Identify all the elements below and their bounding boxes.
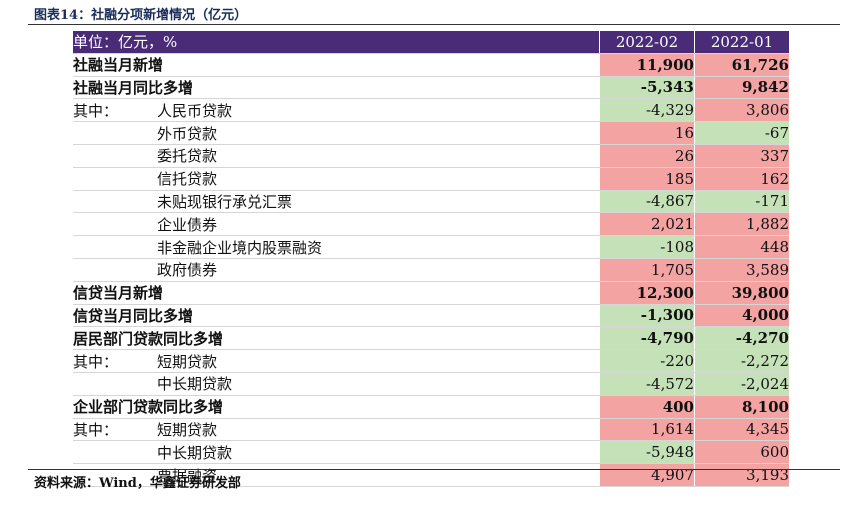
- value-cell: 448: [694, 235, 789, 259]
- row-label: 中长期贷款: [155, 440, 600, 465]
- value-cell: 4,907: [599, 463, 695, 487]
- value-cell: 26: [599, 144, 695, 168]
- table-row: 信托贷款 185 162: [73, 167, 789, 191]
- value-cell: -1,300: [599, 304, 695, 328]
- value-cell: -4,790: [599, 326, 695, 351]
- value-cell: 61,726: [694, 53, 789, 77]
- value-cell: 4,000: [694, 304, 789, 328]
- row-label: 社融当月同比多增: [73, 76, 600, 100]
- value-cell: 185: [599, 167, 695, 191]
- value-cell: 3,193: [694, 463, 789, 487]
- value-cell: 3,589: [694, 258, 789, 282]
- row-prefix: [73, 144, 155, 168]
- value-cell: 8,100: [694, 395, 789, 419]
- data-table: 单位：亿元，% 2022-02 2022-01 社融当月新增 11,900 61…: [73, 31, 789, 487]
- header-col-2022-01: 2022-01: [694, 31, 789, 54]
- row-prefix: [73, 121, 155, 145]
- value-cell: 4,345: [694, 418, 789, 442]
- row-prefix: [73, 212, 155, 237]
- table-row: 企业债券 2,021 1,882: [73, 212, 789, 237]
- value-cell: 1,882: [694, 212, 789, 237]
- table-row: 其中： 人民币贷款 -4,329 3,806: [73, 98, 789, 123]
- row-prefix: 其中：: [73, 98, 155, 123]
- table-row: 政府债券 1,705 3,589: [73, 258, 789, 282]
- bottom-rule: [28, 469, 840, 470]
- value-cell: -108: [599, 235, 695, 259]
- table-row: 企业部门贷款同比多增 400 8,100: [73, 395, 789, 419]
- table-row: 社融当月新增 11,900 61,726: [73, 53, 789, 77]
- row-prefix: 其中：: [73, 418, 155, 442]
- row-prefix: [73, 440, 155, 465]
- row-prefix: [73, 372, 155, 396]
- value-cell: -4,270: [694, 326, 789, 351]
- figure-title: 图表14：社融分项新增情况（亿元）: [34, 8, 248, 23]
- value-cell: -67: [694, 121, 789, 145]
- value-cell: -2,272: [694, 349, 789, 373]
- value-cell: -4,867: [599, 190, 695, 214]
- value-cell: 9,842: [694, 76, 789, 100]
- row-label: 社融当月新增: [73, 53, 600, 77]
- value-cell: -220: [599, 349, 695, 373]
- value-cell: 400: [599, 395, 695, 419]
- table-row: 中长期贷款 -5,948 600: [73, 440, 789, 465]
- table-row: 信贷当月新增 12,300 39,800: [73, 281, 789, 305]
- row-prefix: [73, 258, 155, 282]
- row-label: 短期贷款: [155, 418, 600, 442]
- table-row: 居民部门贷款同比多增 -4,790 -4,270: [73, 326, 789, 351]
- row-label: 信贷当月新增: [73, 281, 600, 305]
- row-label: 信贷当月同比多增: [73, 304, 600, 328]
- row-label: 企业部门贷款同比多增: [73, 395, 600, 419]
- row-prefix: [73, 190, 155, 214]
- row-label: 人民币贷款: [155, 98, 600, 123]
- row-label: 短期贷款: [155, 349, 600, 373]
- value-cell: 2,021: [599, 212, 695, 237]
- value-cell: 12,300: [599, 281, 695, 305]
- header-col-2022-02: 2022-02: [599, 31, 695, 54]
- row-label: 委托贷款: [155, 144, 600, 168]
- table-row: 社融当月同比多增 -5,343 9,842: [73, 76, 789, 100]
- row-label: 信托贷款: [155, 167, 600, 191]
- value-cell: 600: [694, 440, 789, 465]
- value-cell: 162: [694, 167, 789, 191]
- table-row: 非金融企业境内股票融资 -108 448: [73, 235, 789, 259]
- value-cell: -171: [694, 190, 789, 214]
- table-row: 中长期贷款 -4,572 -2,024: [73, 372, 789, 396]
- row-label: 外币贷款: [155, 121, 600, 145]
- row-prefix: 其中：: [73, 349, 155, 373]
- source-note: 资料来源：Wind，华鑫证券研发部: [34, 476, 241, 491]
- row-label: 政府债券: [155, 258, 600, 282]
- table-row: 委托贷款 26 337: [73, 144, 789, 168]
- table-row: 信贷当月同比多增 -1,300 4,000: [73, 304, 789, 328]
- value-cell: 1,614: [599, 418, 695, 442]
- value-cell: 16: [599, 121, 695, 145]
- table-row: 未贴现银行承兑汇票 -4,867 -171: [73, 190, 789, 214]
- value-cell: -5,948: [599, 440, 695, 465]
- value-cell: 1,705: [599, 258, 695, 282]
- value-cell: 39,800: [694, 281, 789, 305]
- row-label: 非金融企业境内股票融资: [155, 235, 600, 259]
- row-label: 未贴现银行承兑汇票: [155, 190, 600, 214]
- table-row: 其中： 短期贷款 1,614 4,345: [73, 418, 789, 442]
- value-cell: -5,343: [599, 76, 695, 100]
- value-cell: 337: [694, 144, 789, 168]
- row-label: 企业债券: [155, 212, 600, 237]
- top-rule: [28, 24, 840, 25]
- value-cell: 3,806: [694, 98, 789, 123]
- value-cell: -4,572: [599, 372, 695, 396]
- row-prefix: [73, 167, 155, 191]
- value-cell: 11,900: [599, 53, 695, 77]
- header-unit-label: 单位：亿元，%: [73, 31, 600, 54]
- table-row: 外币贷款 16 -67: [73, 121, 789, 145]
- row-prefix: [73, 235, 155, 259]
- value-cell: -2,024: [694, 372, 789, 396]
- value-cell: -4,329: [599, 98, 695, 123]
- table-row: 其中： 短期贷款 -220 -2,272: [73, 349, 789, 373]
- row-label: 居民部门贷款同比多增: [73, 326, 600, 351]
- row-label: 中长期贷款: [155, 372, 600, 396]
- table-header-row: 单位：亿元，% 2022-02 2022-01: [73, 31, 789, 54]
